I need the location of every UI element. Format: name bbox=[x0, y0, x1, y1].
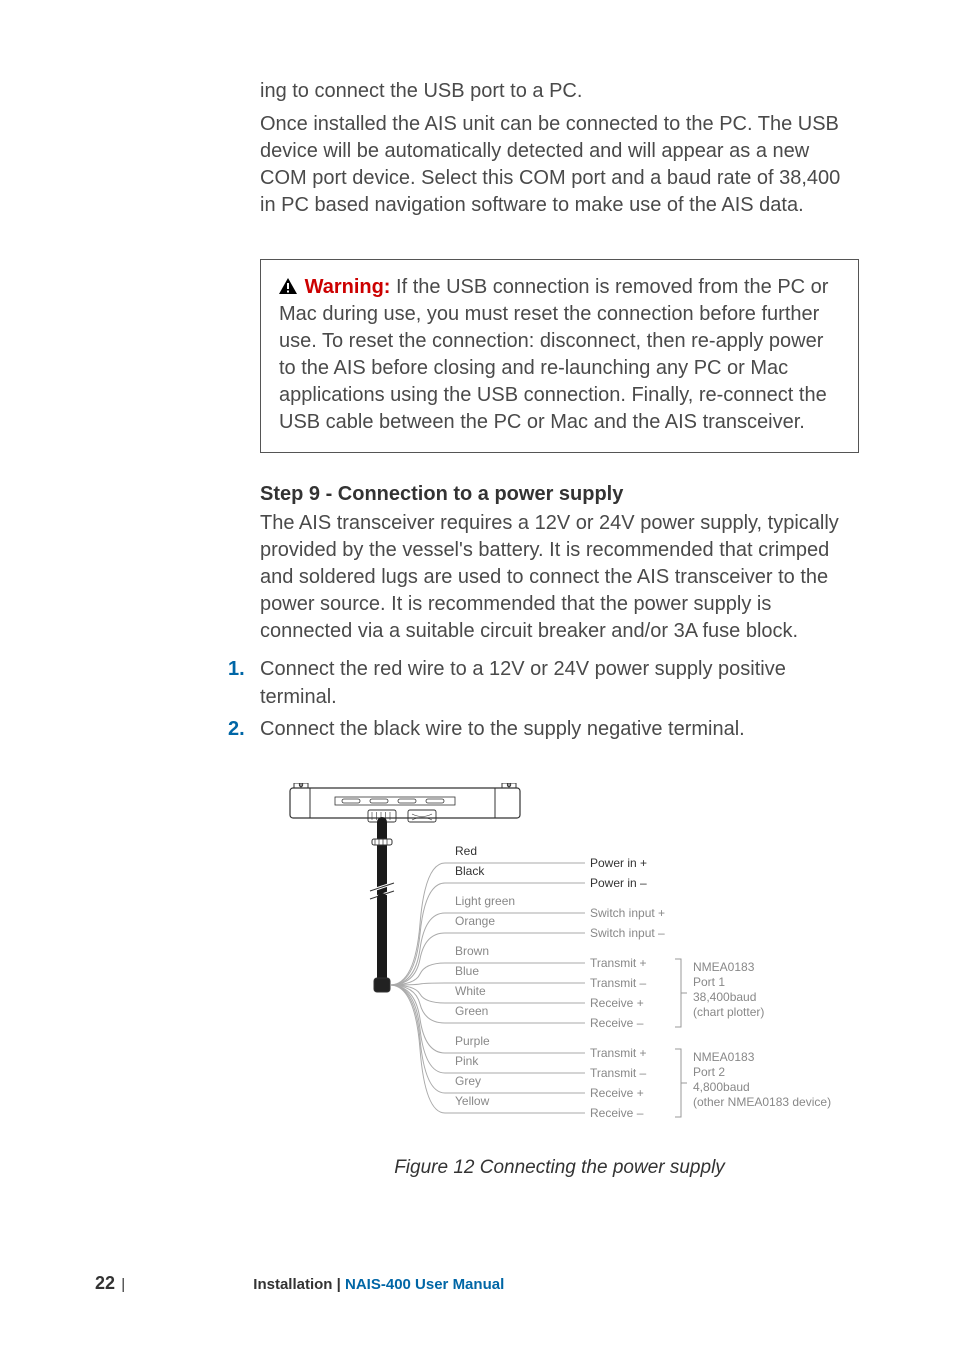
intro-para-2: Once installed the AIS unit can be conne… bbox=[260, 111, 859, 219]
svg-text:Green: Green bbox=[455, 1004, 488, 1018]
svg-text:Blue: Blue bbox=[455, 964, 479, 978]
svg-text:(other NMEA0183 device): (other NMEA0183 device) bbox=[693, 1095, 831, 1109]
footer-sep-2: | bbox=[332, 1276, 345, 1293]
svg-text:White: White bbox=[455, 984, 486, 998]
svg-text:Receive +: Receive + bbox=[590, 1086, 644, 1100]
svg-text:Receive –: Receive – bbox=[590, 1106, 644, 1120]
footer-section-label: Installation bbox=[253, 1276, 332, 1293]
list-num-1: 1. bbox=[228, 655, 260, 711]
svg-text:Light green: Light green bbox=[455, 894, 515, 908]
list-text-1: Connect the red wire to a 12V or 24V pow… bbox=[260, 655, 859, 711]
figure-12: U U Red Power in + Black Power in – Light gree… bbox=[260, 783, 859, 1179]
wiring-diagram: U U Red Power in + Black Power in – Light gree… bbox=[280, 783, 840, 1133]
svg-text:Transmit +: Transmit + bbox=[590, 1046, 647, 1060]
page-number: 22 bbox=[95, 1273, 115, 1293]
svg-text:Transmit –: Transmit – bbox=[590, 976, 647, 990]
svg-text:Pink: Pink bbox=[455, 1054, 479, 1068]
svg-text:Purple: Purple bbox=[455, 1034, 490, 1048]
step9-heading: Step 9 - Connection to a power supply bbox=[260, 483, 859, 506]
svg-text:Transmit –: Transmit – bbox=[590, 1066, 647, 1080]
svg-text:Grey: Grey bbox=[455, 1074, 481, 1088]
list-item: 2. Connect the black wire to the supply … bbox=[228, 715, 859, 743]
svg-text:Orange: Orange bbox=[455, 914, 495, 928]
svg-text:Red: Red bbox=[455, 844, 477, 858]
svg-text:38,400baud: 38,400baud bbox=[693, 990, 756, 1004]
svg-text:4,800baud: 4,800baud bbox=[693, 1080, 750, 1094]
svg-text:Port 1: Port 1 bbox=[693, 975, 725, 989]
page-footer: 22 | Installation | NAIS-400 User Manual bbox=[95, 1273, 859, 1294]
svg-text:Black: Black bbox=[455, 864, 485, 878]
svg-text:(chart plotter): (chart plotter) bbox=[693, 1005, 764, 1019]
svg-text:Brown: Brown bbox=[455, 944, 489, 958]
figure-caption: Figure 12 Connecting the power supply bbox=[394, 1157, 725, 1179]
svg-text:Transmit +: Transmit + bbox=[590, 956, 647, 970]
step9-list: 1. Connect the red wire to a 12V or 24V … bbox=[228, 655, 859, 743]
svg-text:U: U bbox=[506, 783, 511, 789]
svg-text:Receive +: Receive + bbox=[590, 996, 644, 1010]
svg-text:Port 2: Port 2 bbox=[693, 1065, 725, 1079]
warning-icon bbox=[279, 275, 297, 291]
step9-para: The AIS transceiver requires a 12V or 24… bbox=[260, 510, 859, 645]
svg-text:Power in –: Power in – bbox=[590, 876, 647, 890]
warning-box: Warning: If the USB connection is remove… bbox=[260, 259, 859, 453]
warning-body: If the USB connection is removed from th… bbox=[279, 276, 828, 433]
svg-text:Switch input –: Switch input – bbox=[590, 926, 665, 940]
svg-text:Power in +: Power in + bbox=[590, 856, 647, 870]
footer-sep: | bbox=[121, 1276, 125, 1293]
footer-section: Installation | NAIS-400 User Manual bbox=[253, 1276, 504, 1293]
svg-text:Switch input +: Switch input + bbox=[590, 906, 665, 920]
list-num-2: 2. bbox=[228, 715, 260, 743]
list-item: 1. Connect the red wire to a 12V or 24V … bbox=[228, 655, 859, 711]
svg-text:Yellow: Yellow bbox=[455, 1094, 490, 1108]
svg-text:Receive –: Receive – bbox=[590, 1016, 644, 1030]
svg-text:NMEA0183: NMEA0183 bbox=[693, 1050, 755, 1064]
intro-line-1: ing to connect the USB port to a PC. bbox=[260, 78, 859, 105]
svg-text:U: U bbox=[298, 783, 303, 789]
warning-label: Warning: bbox=[305, 276, 391, 298]
warning-text: Warning: If the USB connection is remove… bbox=[279, 274, 840, 436]
footer-product: NAIS-400 User Manual bbox=[345, 1276, 504, 1293]
list-text-2: Connect the black wire to the supply neg… bbox=[260, 715, 745, 743]
svg-text:NMEA0183: NMEA0183 bbox=[693, 960, 755, 974]
